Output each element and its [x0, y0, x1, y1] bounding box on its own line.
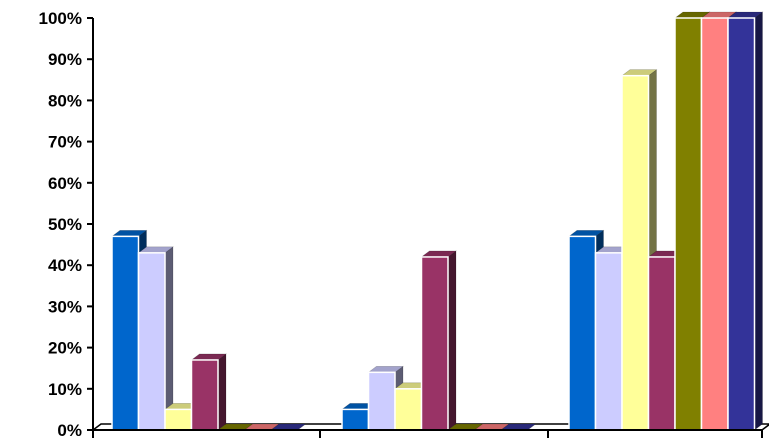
bar-side-face	[447, 250, 457, 431]
y-tick-label: 30%	[48, 297, 82, 316]
y-tick-label: 50%	[48, 215, 82, 234]
bar-front-face	[367, 371, 396, 431]
bar-front-face	[674, 17, 703, 431]
bar-series-2-group-1	[137, 246, 174, 431]
bar-series-4-group-2	[420, 250, 457, 431]
bar-front-face	[727, 17, 756, 431]
bar-front-face	[594, 252, 623, 431]
bar-front-face	[137, 252, 166, 431]
y-tick-label: 60%	[48, 174, 82, 193]
bar-front-face	[647, 256, 676, 431]
bar-front-face	[700, 17, 729, 431]
bar-side-face	[754, 11, 763, 431]
bar-series-7-group-2	[500, 423, 537, 431]
y-tick-label: 80%	[48, 91, 82, 110]
bar-series-2-group-2	[367, 365, 404, 431]
axes	[87, 17, 763, 438]
bar-front-face	[420, 256, 449, 431]
bar-front-face	[111, 235, 140, 431]
bar-side-face	[164, 246, 174, 431]
y-tick-label: 10%	[48, 380, 82, 399]
bar-front-face	[341, 408, 370, 431]
bar-series-4-group-1	[190, 353, 227, 431]
bar-side-face	[217, 353, 227, 431]
bar-front-face	[164, 408, 193, 431]
y-tick-label: 90%	[48, 50, 82, 69]
y-tick-label: 20%	[48, 339, 82, 358]
bar-front-face	[190, 359, 219, 431]
bar-series-7-group-3	[727, 11, 764, 431]
y-tick-labels: 0% 10% 20% 30% 40% 50% 60% 70% 80% 90% 100%	[39, 9, 82, 440]
bar-front-face	[394, 388, 423, 431]
y-tick-label: 40%	[48, 256, 82, 275]
bar-front-face	[621, 74, 650, 431]
y-tick-label: 70%	[48, 133, 82, 152]
bar-front-face	[568, 235, 597, 431]
y-tick-label: 100%	[39, 9, 82, 28]
y-tick-label: 0%	[57, 421, 82, 439]
bars	[111, 11, 764, 431]
